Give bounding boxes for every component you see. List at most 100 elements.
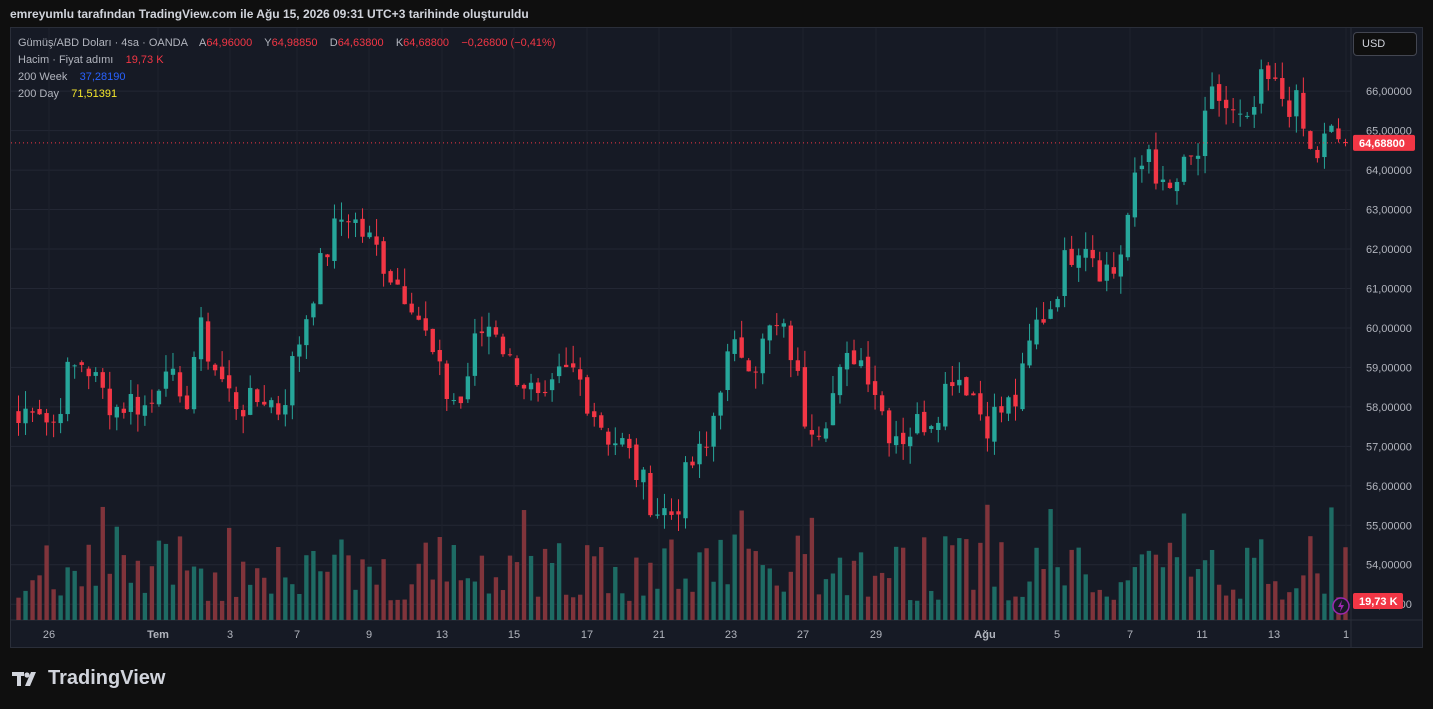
candle-body[interactable]	[170, 368, 176, 375]
candle-body[interactable]	[395, 279, 400, 285]
candle-body[interactable]	[51, 421, 56, 423]
candle-body[interactable]	[971, 393, 976, 396]
candle-body[interactable]	[521, 384, 527, 389]
candle-body[interactable]	[233, 392, 239, 410]
candle-body[interactable]	[290, 356, 295, 406]
candle-body[interactable]	[1062, 250, 1067, 296]
candle-body[interactable]	[388, 271, 393, 283]
candle-body[interactable]	[100, 372, 105, 388]
candle-body[interactable]	[599, 415, 604, 428]
candle-body[interactable]	[802, 367, 808, 427]
candle-body[interactable]	[219, 366, 225, 380]
candle-body[interactable]	[1181, 156, 1187, 182]
candle-body[interactable]	[339, 219, 344, 222]
candle-body[interactable]	[346, 221, 351, 223]
legend-symbol[interactable]: Gümüş/ABD Doları · 4sa · OANDA	[18, 37, 188, 49]
candle-body[interactable]	[893, 436, 899, 446]
candle-body[interactable]	[486, 326, 492, 337]
candle-body[interactable]	[1125, 214, 1131, 258]
candle-body[interactable]	[1230, 109, 1236, 111]
candle-body[interactable]	[1160, 179, 1166, 182]
candle-body[interactable]	[30, 411, 35, 413]
candle-body[interactable]	[732, 339, 737, 354]
candle-body[interactable]	[430, 328, 435, 353]
candle-body[interactable]	[1322, 133, 1327, 158]
candle-body[interactable]	[900, 432, 906, 445]
candle-body[interactable]	[248, 387, 253, 415]
candle-body[interactable]	[872, 381, 878, 395]
candle-body[interactable]	[1329, 125, 1334, 132]
candle-body[interactable]	[1266, 65, 1271, 80]
candle-body[interactable]	[1336, 128, 1341, 140]
candle-body[interactable]	[58, 413, 63, 424]
candle-body[interactable]	[985, 416, 990, 439]
candle-body[interactable]	[318, 253, 323, 305]
candle-body[interactable]	[423, 318, 428, 331]
candle-body[interactable]	[1020, 363, 1025, 410]
candle-body[interactable]	[844, 352, 850, 370]
candle-body[interactable]	[86, 368, 91, 377]
candle-body[interactable]	[142, 405, 148, 416]
candle-body[interactable]	[458, 396, 464, 404]
candle-body[interactable]	[1216, 84, 1222, 101]
last-volume-tag[interactable]	[1353, 593, 1403, 609]
candle-body[interactable]	[809, 430, 815, 435]
candle-body[interactable]	[1280, 78, 1285, 99]
candle-body[interactable]	[177, 372, 183, 397]
candle-body[interactable]	[767, 325, 772, 341]
candle-body[interactable]	[135, 396, 141, 415]
candle-body[interactable]	[163, 371, 169, 389]
candle-body[interactable]	[1027, 340, 1032, 366]
candle-body[interactable]	[65, 361, 70, 415]
candle-body[interactable]	[725, 351, 730, 391]
candle-body[interactable]	[353, 219, 358, 223]
candle-body[interactable]	[1287, 100, 1292, 117]
candle-body[interactable]	[444, 363, 449, 400]
candle-body[interactable]	[311, 303, 316, 318]
candle-body[interactable]	[1076, 255, 1081, 268]
legend-volume-label[interactable]: Hacim · Fiyat adımı	[18, 54, 114, 66]
candle-body[interactable]	[1294, 90, 1299, 117]
candle-body[interactable]	[634, 444, 639, 481]
candle-body[interactable]	[648, 473, 653, 516]
candle-body[interactable]	[1153, 149, 1159, 184]
candle-body[interactable]	[262, 401, 267, 405]
candle-body[interactable]	[655, 514, 660, 516]
candle-body[interactable]	[592, 411, 597, 418]
candle-body[interactable]	[1083, 248, 1088, 258]
candle-body[interactable]	[641, 469, 646, 483]
candle-body[interactable]	[922, 411, 927, 433]
candle-body[interactable]	[992, 406, 997, 442]
candle-body[interactable]	[1097, 260, 1102, 282]
candle-body[interactable]	[830, 393, 836, 426]
candle-body[interactable]	[472, 333, 478, 376]
candle-body[interactable]	[437, 350, 442, 362]
candle-body[interactable]	[1195, 155, 1201, 159]
candle-body[interactable]	[402, 286, 407, 305]
candle-body[interactable]	[360, 218, 365, 237]
candle-body[interactable]	[514, 358, 520, 386]
candle-body[interactable]	[500, 336, 506, 355]
candle-body[interactable]	[1090, 249, 1095, 259]
candle-body[interactable]	[1111, 267, 1116, 274]
candle-body[interactable]	[479, 331, 485, 334]
candle-body[interactable]	[374, 236, 379, 245]
candle-body[interactable]	[549, 379, 555, 391]
candle-body[interactable]	[1069, 248, 1074, 265]
candle-body[interactable]	[304, 319, 309, 346]
candle-body[interactable]	[44, 413, 49, 423]
candle-body[interactable]	[1041, 319, 1046, 323]
candle-body[interactable]	[1259, 69, 1264, 104]
candle-body[interactable]	[1343, 141, 1348, 143]
candle-body[interactable]	[297, 344, 302, 357]
candle-body[interactable]	[93, 372, 98, 376]
candle-body[interactable]	[1245, 115, 1250, 117]
candle-body[interactable]	[451, 400, 456, 402]
candle-body[interactable]	[1202, 110, 1208, 157]
candle-body[interactable]	[760, 338, 765, 374]
candle-body[interactable]	[325, 254, 330, 258]
candle-body[interactable]	[950, 382, 955, 387]
candle-body[interactable]	[1301, 92, 1306, 129]
candle-body[interactable]	[1013, 394, 1018, 407]
candle-body[interactable]	[226, 375, 232, 389]
